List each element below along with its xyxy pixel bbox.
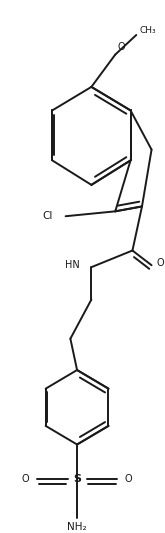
Text: S: S [73, 474, 81, 484]
Text: CH₃: CH₃ [139, 26, 156, 35]
Text: O: O [156, 259, 164, 268]
Text: HN: HN [65, 260, 80, 270]
Text: NH₂: NH₂ [67, 522, 87, 532]
Text: Cl: Cl [43, 211, 53, 221]
Text: O: O [117, 42, 125, 52]
Text: O: O [125, 474, 132, 484]
Text: O: O [22, 474, 29, 484]
